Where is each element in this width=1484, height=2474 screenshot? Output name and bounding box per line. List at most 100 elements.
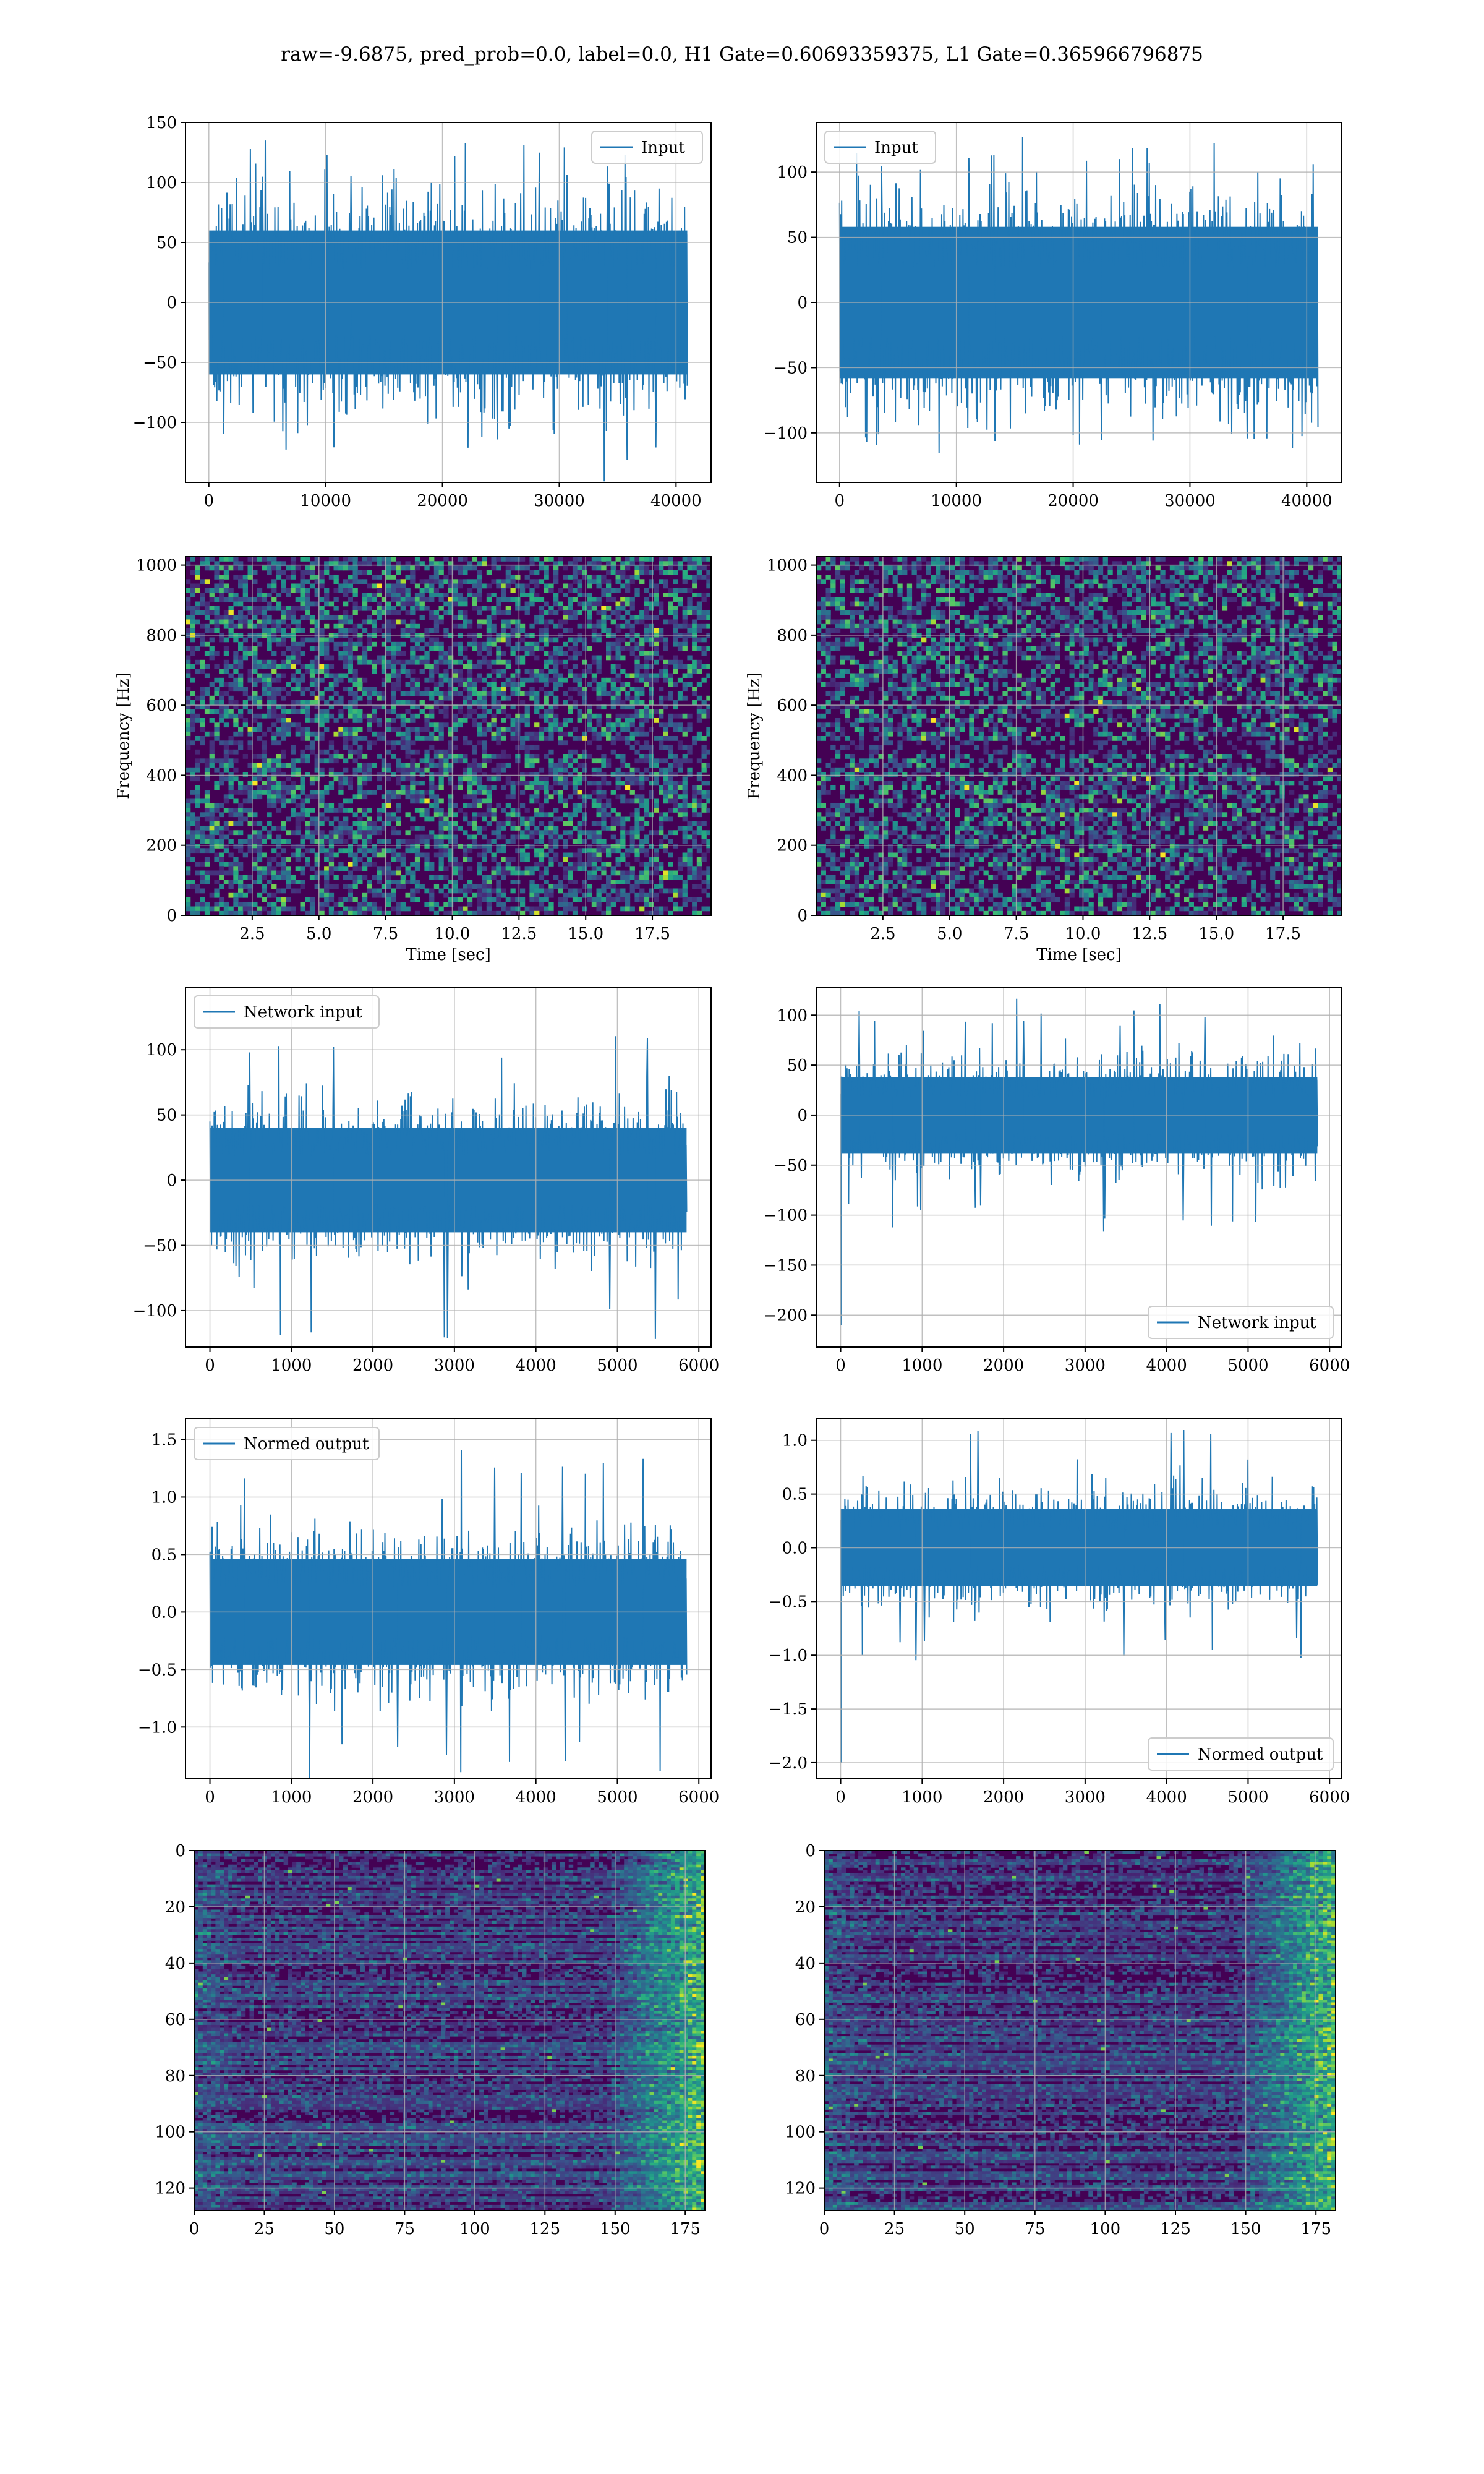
y-tick-label: 100: [777, 1006, 808, 1025]
x-tick-label: 0: [835, 1356, 846, 1375]
y-tick-label: −200: [764, 1306, 808, 1325]
y-tick-label: 60: [795, 2011, 816, 2029]
y-tick-label: 0: [797, 1106, 808, 1125]
y-tick-label: 150: [146, 114, 177, 132]
x-tick-label: 10.0: [1065, 925, 1101, 943]
x-tick-label: 100: [459, 2220, 490, 2238]
y-tick-label: −100: [133, 414, 177, 432]
x-tick-label: 0: [204, 492, 215, 510]
y-tick-label: 0.5: [782, 1486, 808, 1504]
chart-row3-left: 0 1000 2000 3000 4000 5000 6000−100−50050100Ne…: [133, 987, 720, 1375]
x-tick-label: 15.0: [1198, 925, 1234, 943]
x-tick-label: 5000: [597, 1356, 638, 1375]
y-tick-label: 0.5: [151, 1546, 177, 1564]
signal-line: [209, 140, 688, 481]
x-tick-label: 5.0: [937, 925, 962, 943]
x-tick-label: 0: [205, 1356, 215, 1375]
y-tick-label: 50: [156, 234, 177, 252]
legend-label: Input: [874, 139, 918, 157]
y-tick-label: 80: [165, 2067, 186, 2086]
x-tick-label: 15.0: [568, 925, 603, 943]
legend-label: Input: [641, 139, 685, 157]
legend: Network input: [194, 996, 379, 1028]
x-tick-label: 10000: [300, 492, 351, 510]
x-tick-label: 2.5: [239, 925, 265, 943]
y-tick-label: −0.5: [138, 1661, 177, 1679]
legend-label: Network input: [244, 1003, 362, 1022]
x-tick-label: 4000: [516, 1356, 556, 1375]
x-tick-label: 30000: [1164, 492, 1216, 510]
chart-row4-left: 0 1000 2000 3000 4000 5000 6000−1.0−0.50.00.51…: [138, 1419, 719, 1807]
x-tick-label: 0: [835, 492, 845, 510]
x-tick-label: 20000: [1047, 492, 1099, 510]
y-tick-label: 100: [146, 174, 177, 192]
x-tick-label: 6000: [678, 1788, 719, 1807]
signal-line: [840, 137, 1318, 453]
y-tick-label: 0.0: [782, 1539, 808, 1557]
x-tick-label: 5.0: [306, 925, 331, 943]
y-tick-label: 600: [777, 696, 808, 715]
y-tick-label: 0: [797, 294, 808, 312]
x-tick-label: 75: [1025, 2220, 1045, 2238]
y-tick-label: 1000: [767, 557, 808, 575]
x-tick-label: 3000: [1065, 1788, 1106, 1807]
x-axis-label: Time [sec]: [406, 946, 491, 964]
y-tick-label: 50: [787, 229, 808, 247]
x-tick-label: 5000: [1227, 1788, 1268, 1807]
x-tick-label: 2000: [983, 1356, 1024, 1375]
y-tick-label: −1.0: [138, 1718, 177, 1737]
x-tick-label: 0: [819, 2220, 830, 2238]
x-tick-label: 12.5: [1132, 925, 1167, 943]
y-tick-label: −150: [764, 1256, 808, 1275]
y-tick-label: −0.5: [769, 1593, 808, 1611]
x-tick-label: 50: [955, 2220, 975, 2238]
x-tick-label: 6000: [1309, 1356, 1350, 1375]
plot-frame: [816, 1419, 1342, 1779]
y-tick-label: 0: [166, 294, 177, 312]
x-tick-label: 3000: [434, 1356, 475, 1375]
y-tick-label: −2.0: [769, 1754, 808, 1773]
x-tick-label: 12.5: [501, 925, 537, 943]
y-tick-label: 120: [785, 2180, 816, 2198]
legend: Input: [592, 131, 702, 163]
y-tick-label: 1.0: [782, 1432, 808, 1450]
signal-line: [210, 1450, 687, 1779]
x-tick-label: 75: [394, 2220, 415, 2238]
x-tick-label: 175: [670, 2220, 701, 2238]
x-tick-label: 2000: [352, 1788, 393, 1807]
chart-row3-right: 0 1000 2000 3000 4000 5000 6000−200−150−100−50…: [764, 987, 1350, 1375]
legend: Normed output: [194, 1427, 379, 1460]
y-tick-label: 60: [165, 2011, 186, 2029]
y-tick-label: −50: [774, 359, 808, 377]
x-tick-label: 25: [884, 2220, 905, 2238]
chart-row2-left: 2.5 5.0 7.5 10.0 12.5 15.0 17.5020040060080010…: [114, 557, 712, 964]
legend: Normed output: [1148, 1738, 1333, 1770]
x-tick-label: 125: [529, 2220, 560, 2238]
y-tick-label: 80: [795, 2067, 816, 2086]
x-tick-label: 3000: [1065, 1356, 1106, 1375]
x-tick-label: 0: [189, 2220, 200, 2238]
y-tick-label: 50: [156, 1106, 177, 1125]
legend-label: Normed output: [1198, 1745, 1323, 1764]
y-tick-label: 800: [146, 627, 177, 645]
y-tick-label: 20: [795, 1898, 816, 1917]
heatmap-cells: [186, 557, 712, 916]
y-tick-label: 0: [166, 907, 177, 925]
y-axis-label: Frequency [Hz]: [745, 672, 764, 800]
heatmap-cells: [194, 1851, 706, 2211]
legend-label: Normed output: [244, 1435, 369, 1453]
y-tick-label: 0: [166, 1171, 177, 1190]
x-tick-label: 17.5: [1265, 925, 1301, 943]
y-axis-label: Frequency [Hz]: [114, 672, 133, 800]
x-tick-label: 30000: [534, 492, 585, 510]
x-tick-label: 40000: [1281, 492, 1333, 510]
x-tick-label: 1000: [271, 1356, 312, 1375]
x-tick-label: 2000: [983, 1788, 1024, 1807]
y-tick-label: 1.0: [151, 1488, 177, 1507]
x-tick-label: 50: [324, 2220, 344, 2238]
y-tick-label: 40: [165, 1954, 186, 1973]
x-tick-label: 3000: [434, 1788, 475, 1807]
y-tick-label: −50: [143, 1237, 177, 1256]
x-axis-label: Time [sec]: [1036, 946, 1122, 964]
